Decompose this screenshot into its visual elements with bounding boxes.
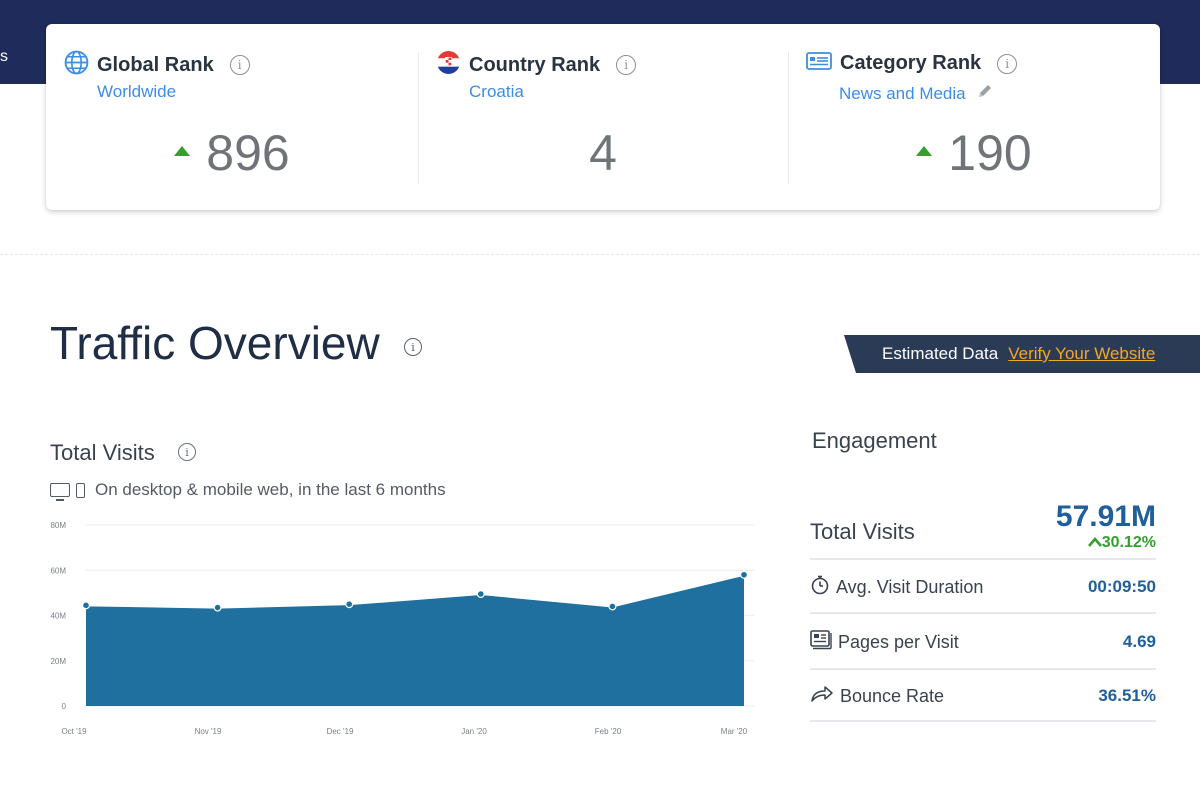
- bounce-arrow-icon: [810, 685, 834, 708]
- data-point: [213, 603, 222, 612]
- pencil-icon[interactable]: [976, 82, 994, 105]
- category-rank-scope[interactable]: News and Media: [839, 82, 994, 105]
- engagement-total-visits-row: Total Visits 57.91M 30.12%: [810, 496, 1156, 560]
- engagement-heading: Engagement: [812, 428, 937, 453]
- pages-icon: [810, 629, 832, 655]
- divider: [788, 52, 789, 184]
- x-tick-label: Dec '19: [327, 727, 354, 736]
- engagement-row-label: Avg. Visit Duration: [836, 576, 984, 597]
- y-tick-label: 60M: [50, 566, 66, 575]
- engagement-row-value: 00:09:50: [1087, 577, 1156, 596]
- estimated-data-banner: Estimated Data Verify Your Website: [844, 335, 1200, 373]
- visits-area: [86, 574, 744, 706]
- engagement-row-label: Bounce Rate: [840, 685, 945, 706]
- croatia-flag-icon: [436, 50, 461, 80]
- global-rank-scope[interactable]: Worldwide: [97, 82, 177, 101]
- engagement-total-visits-value: 57.91M: [1055, 500, 1156, 533]
- country-rank-scope[interactable]: Croatia: [469, 82, 524, 101]
- y-tick-label: 0: [62, 702, 67, 711]
- info-icon[interactable]: i: [616, 55, 637, 75]
- x-tick-label: Feb '20: [595, 727, 622, 736]
- rank-up-arrow-icon: [174, 146, 191, 156]
- global-rank-title: Global Rank: [97, 53, 214, 76]
- x-tick-label: Oct '19: [61, 727, 87, 736]
- device-note: On desktop & mobile web, in the last 6 m…: [50, 480, 446, 501]
- engagement-row-pages: Pages per Visit 4.69: [810, 616, 1156, 670]
- rank-card: Global Rank i Worldwide 896 Country Rank…: [46, 24, 1160, 210]
- info-icon[interactable]: i: [229, 55, 250, 75]
- navbar-edge-text[interactable]: s: [0, 48, 8, 65]
- mobile-icon: [76, 482, 85, 498]
- desktop-icon: [50, 483, 70, 501]
- y-tick-label: 40M: [50, 612, 66, 621]
- globe-icon: [64, 50, 89, 80]
- visits-change: 30.12%: [1056, 533, 1156, 553]
- info-icon[interactable]: i: [997, 53, 1018, 74]
- engagement-row-duration: Avg. Visit Duration 00:09:50: [810, 562, 1156, 614]
- visits-line: [85, 573, 745, 609]
- engagement-row-value: 36.51%: [1098, 686, 1156, 705]
- stopwatch-icon: [810, 575, 830, 600]
- page-title: Traffic Overview: [50, 317, 380, 369]
- info-icon[interactable]: i: [178, 443, 196, 461]
- x-tick-label: Jan '20: [461, 727, 487, 736]
- category-rank-value: 190: [948, 125, 1032, 181]
- divider: [418, 52, 419, 184]
- category-name[interactable]: News and Media: [839, 83, 966, 103]
- country-rank-title: Country Rank: [469, 53, 601, 76]
- global-rank-value: 896: [206, 125, 290, 181]
- category-rank-title: Category Rank: [840, 52, 982, 74]
- data-point: [608, 602, 617, 611]
- y-tick-label: 80M: [50, 521, 66, 530]
- data-point: [345, 600, 354, 609]
- rank-up-arrow-icon: [916, 146, 933, 156]
- verify-website-link[interactable]: Verify Your Website: [1008, 344, 1156, 363]
- data-point: [739, 570, 748, 579]
- section-divider: [0, 254, 1200, 255]
- engagement-row-value: 4.69: [1122, 632, 1156, 651]
- device-note-text: On desktop & mobile web, in the last 6 m…: [95, 480, 446, 499]
- global-rank-panel: Global Rank i Worldwide 896: [46, 24, 418, 210]
- engagement-total-visits-label: Total Visits: [810, 519, 915, 544]
- x-tick-label: Nov '19: [195, 727, 222, 736]
- info-icon[interactable]: i: [404, 338, 422, 356]
- trend-up-icon: [1087, 537, 1102, 547]
- category-rank-panel: Category Rank i News and Media 190: [788, 24, 1160, 210]
- total-visits-chart[interactable]: 0 20M 40M 60M 80M Oct '19 Nov '19 Dec '19 Jan '2…: [40, 515, 760, 745]
- country-rank-value: 4: [589, 125, 617, 181]
- total-visits-heading: Total Visits: [50, 440, 155, 465]
- country-rank-panel: Country Rank i Croatia 4: [418, 24, 788, 210]
- estimated-data-label: Estimated Data: [882, 344, 999, 363]
- engagement-row-label: Pages per Visit: [838, 631, 959, 652]
- visits-change-value: 30.12%: [1101, 534, 1156, 551]
- data-point: [476, 590, 485, 599]
- category-icon: [806, 50, 832, 77]
- x-tick-label: Mar '20: [721, 727, 748, 736]
- engagement-row-bounce: Bounce Rate 36.51%: [810, 672, 1156, 722]
- y-tick-label: 20M: [50, 657, 66, 666]
- data-point: [81, 601, 90, 610]
